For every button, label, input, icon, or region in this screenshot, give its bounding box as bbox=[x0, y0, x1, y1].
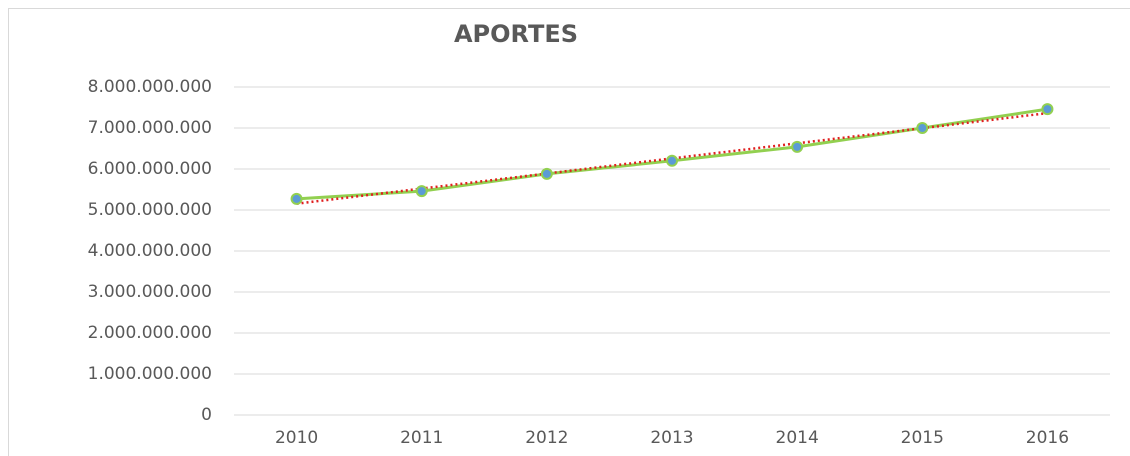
marker bbox=[916, 122, 929, 134]
x-tick-label: 2013 bbox=[650, 428, 693, 448]
x-tick-label: 2014 bbox=[776, 428, 819, 448]
x-tick-label: 2016 bbox=[1026, 428, 1069, 448]
marker bbox=[540, 167, 553, 180]
y-tick-label: 6.000.000.000 bbox=[88, 159, 212, 179]
y-tick-label: 0 bbox=[201, 405, 212, 425]
x-tick-label: 2010 bbox=[275, 428, 318, 448]
y-tick-label: 7.000.000.000 bbox=[88, 118, 212, 138]
x-tick-label: 2012 bbox=[525, 428, 568, 448]
y-tick-label: 3.000.000.000 bbox=[88, 282, 212, 302]
marker bbox=[1041, 103, 1054, 116]
x-tick-label: 2011 bbox=[400, 428, 443, 448]
y-tick-label: 1.000.000.000 bbox=[88, 364, 212, 384]
chart-title: APORTES bbox=[454, 20, 578, 48]
y-tick-label: 5.000.000.000 bbox=[88, 200, 212, 220]
y-tick-label: 2.000.000.000 bbox=[88, 323, 212, 343]
x-tick-label: 2015 bbox=[901, 428, 944, 448]
marker bbox=[415, 185, 428, 198]
marker bbox=[290, 192, 303, 205]
series-line bbox=[296, 107, 1048, 201]
y-tick-label: 8.000.000.000 bbox=[88, 77, 212, 97]
marker bbox=[666, 154, 678, 167]
marker bbox=[791, 140, 804, 153]
y-tick-label: 4.000.000.000 bbox=[88, 241, 212, 261]
chart-border bbox=[8, 8, 1130, 456]
